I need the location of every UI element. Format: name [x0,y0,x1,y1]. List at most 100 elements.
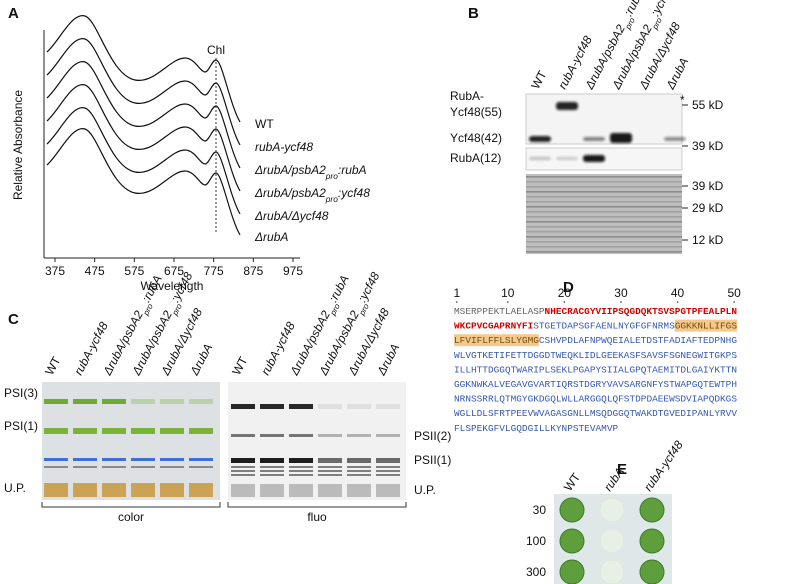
strain-label: WT [561,470,584,494]
ruler-dot [620,301,622,303]
band [44,428,68,434]
band [583,137,605,141]
blot-band [526,176,682,178]
size-marker: 39 kD [692,179,724,193]
band [318,458,342,463]
label-part: pro [325,171,338,181]
band [131,399,155,404]
sequence-line: WKCPVCGAPRNYFISTGETDAPSGFAENLNYGFGFNRMSG… [454,321,737,332]
colony [559,497,585,523]
band [376,434,400,437]
colony [599,559,625,584]
label-part: :ycf48 [338,186,370,200]
ruler-number: 10 [501,286,515,300]
ruler-dot [456,301,458,303]
band [289,484,313,497]
band [376,470,400,472]
band [347,474,371,476]
blot-band [526,201,682,203]
band [160,466,184,468]
band [376,484,400,497]
spectrum [46,107,241,215]
label-part: pro [325,194,338,204]
y-axis-label: Relative Absorbance [11,90,25,200]
blot-band [526,181,682,183]
spectrum [46,84,241,192]
band-label: PSI(3) [4,386,38,400]
band-label: PSII(1) [414,453,451,467]
band [73,458,97,461]
band [376,404,400,409]
label-part: WT [42,354,63,378]
ruler-number: 1 [453,286,460,300]
spectrum [46,128,241,236]
sequence-segment: GGKNWKALVEGAVGVARTIQRSTDGRYVAVSARGNFYSTW… [454,379,737,390]
sequence-line: GGKNWKALVEGAVGVARTIQRSTDGRYVAVSARGNFYSTW… [454,379,737,390]
row-label: RubA(12) [450,151,501,165]
band [73,483,97,497]
blot [525,93,683,145]
band [347,404,371,409]
blot-band [526,191,682,193]
band [73,428,97,434]
strain-label: ΔrubA [374,341,403,378]
size-marker: 55 kD [692,98,724,112]
size-marker: 29 kD [692,201,724,215]
gel [42,382,220,500]
band [260,404,284,409]
band [231,404,255,409]
gel-caption: color [118,510,144,524]
strain-label: ΔrubA/Δycf48 [254,209,329,223]
band [376,466,400,468]
blot-band [526,196,682,198]
band [610,133,632,143]
band [44,483,68,497]
band [347,434,371,437]
band [260,466,284,468]
sequence-segment: MSERPPEKTLAELASP [454,306,545,317]
sequence-segment: NRNSSRRLQTMGYGKDGQLWLLARGGQLQFSTDPDAEEWS… [454,394,737,405]
label-part: :ycf48 [648,0,676,19]
band [260,474,284,476]
colony [559,559,585,584]
blot-band [526,221,682,223]
band [102,399,126,404]
sequence-line: WGLLDLSFRTPEEVWVAGASGNLLMSQDGGQTWAKDTGVE… [454,408,737,419]
sequence-segment: WLVGTKETIFETTDGGDTWEQKLIDLGEEKASFSAVSFSG… [454,350,737,361]
strain-label: ΔrubA/psbA2pro:rubA [254,163,367,181]
x-tick-label: 875 [243,264,263,278]
label-part: WT [229,354,250,378]
sequence-segment: GGKKNLLIFGS [675,321,738,332]
label-part: ΔrubA/psbA2 [254,186,326,200]
bracket [227,502,407,508]
band [231,458,255,463]
sequence-line: FLSPEKGFVLGQDGILLKYNPSTEVAMVP [454,423,619,434]
strain-label: WT [528,68,549,92]
label-part: ΔrubA [254,230,288,244]
colony [559,528,585,554]
sequence-segment: STGETDAPSGFAENLNYGFGFNRMS [533,321,675,332]
band [289,404,313,409]
band [289,434,313,437]
strain-label: ΔrubA [187,341,216,378]
band [664,137,686,141]
band [102,428,126,434]
size-marker: 39 kD [692,139,724,153]
band [189,399,213,404]
band [289,474,313,476]
sequence-segment: FLSPEKGFVLGQDGILLKYNPSTEVAMVP [454,423,619,434]
sequence-segment: WKCPVCGAPRNYFI [454,321,533,332]
sequence-segment: ILLHTTDGGQTWARIPLSEKLPGAPYSIIALGPQTAEMIT… [454,364,737,375]
band [347,470,371,472]
band [529,136,551,142]
ruler-dot [676,301,679,303]
band-label: U.P. [414,483,436,497]
sequence-segment: LFVIFLFFLSLYGMG [454,335,539,346]
ruler-number: 30 [614,286,628,300]
panel-label: E [617,461,627,478]
blot-band [526,251,682,253]
band [260,484,284,497]
blot-band [526,226,682,228]
band [260,458,284,463]
blot-band [526,236,682,238]
